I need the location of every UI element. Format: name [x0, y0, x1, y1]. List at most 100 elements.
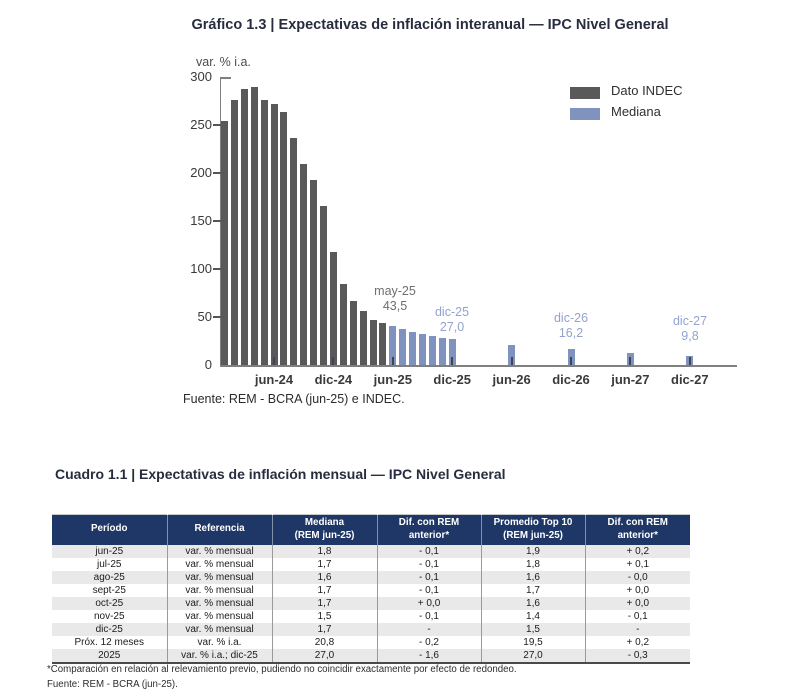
y-tick-label: 300 [190, 69, 212, 84]
table-cell: - 1,6 [376, 648, 481, 663]
inflation-bar-chart: 0 50 100 150 200 250 300 jun-24 dic-24 jun-25 dic-… [190, 69, 737, 387]
y-tick-label: 50 [197, 309, 212, 324]
indec-bar [270, 104, 278, 365]
table-cell: - 0,1 [584, 609, 690, 623]
chart-annotation-may-25: may-25 43,5 [374, 284, 416, 314]
indec-bar [339, 283, 347, 365]
table-cell: - 0,0 [584, 570, 690, 584]
table-row: Próx. 12 meses var. % i.a. 20,8- 0,2 19,5 + … [52, 635, 690, 649]
indec-bar [359, 311, 367, 365]
indec-bar [290, 137, 298, 365]
table-row: dic-25 var. % mensual 1,7-1,5- [52, 622, 690, 636]
annotation-line: dic-27 [672, 314, 708, 328]
indec-bar [240, 88, 248, 365]
table-cell: var. % i.a.; dic-25 [166, 648, 272, 663]
y-tick-mark [213, 220, 222, 222]
table-cell: var. % mensual [166, 557, 272, 571]
table-cell: ago-25 [52, 570, 167, 584]
table-cell: jun-25 [52, 544, 167, 558]
table-cell: 27,0 [480, 648, 585, 663]
x-tick-label: dic-27 [671, 372, 709, 387]
indec-bar [280, 112, 288, 365]
table-cell: 1,7 [271, 596, 377, 610]
table-cell: 20,8 [271, 635, 377, 649]
table-cell: 1,8 [271, 544, 377, 558]
mediana-bar [428, 336, 436, 365]
table-cell: 19,5 [480, 635, 585, 649]
x-axis-line [220, 365, 737, 367]
mediana-bar [448, 339, 456, 365]
annotation-line: 27,0 [439, 320, 465, 334]
table-cell: 1,7 [271, 622, 377, 636]
x-tick-mark [332, 357, 335, 365]
x-tick-label: dic-26 [552, 372, 590, 387]
annotation-line: 16,2 [558, 326, 584, 340]
column-header: Dif. con REM anterior* [376, 514, 481, 545]
table-cell: - 0,2 [376, 635, 481, 649]
table-cell: + 0,0 [584, 596, 690, 610]
table-cell: 1,7 [271, 557, 377, 571]
table-cell: 2025 [52, 648, 167, 663]
table-cell: - [376, 622, 481, 636]
y-tick-mark [213, 172, 222, 174]
table-row: jul-25 var. % mensual 1,7- 0,1 1,8 + 0,1 [52, 557, 690, 571]
table-cell: var. % mensual [166, 596, 272, 610]
table-cell: + 0,0 [376, 596, 481, 610]
table-cell: 1,6 [480, 596, 585, 610]
mediana-bar [399, 329, 407, 365]
x-tick-label: jun-27 [611, 372, 650, 387]
table-cell: 1,5 [271, 609, 377, 623]
y-tick-label: 100 [190, 261, 212, 276]
table-cell: oct-25 [52, 596, 167, 610]
legend-label: Dato INDEC [611, 83, 683, 98]
table-cell: 1,5 [480, 622, 585, 636]
chart-annotation-dic-26: dic-26 16,2 [554, 311, 588, 341]
table-cell: var. % mensual [166, 570, 272, 584]
table-cell: var. % mensual [166, 583, 272, 597]
x-tick-label: jun-24 [254, 372, 294, 387]
x-tick-mark [629, 357, 632, 365]
mediana-bar [438, 337, 446, 365]
y-tick-label: 150 [190, 213, 212, 228]
x-tick-label: dic-24 [314, 372, 353, 387]
table-cell: var. % mensual [166, 544, 272, 558]
x-tick-mark [510, 357, 513, 365]
x-tick-label: jun-25 [373, 372, 412, 387]
table-row: nov-25 var. % mensual 1,5- 0,1 1,4- 0,1 [52, 609, 690, 623]
column-header: Promedio Top 10 (REM jun-25) [480, 514, 585, 545]
table-cell: + 0,2 [584, 635, 690, 649]
chart-title: Gráfico 1.3 | Expectativas de inflación … [191, 17, 669, 33]
y-tick-label: 0 [204, 357, 212, 372]
table-row: oct-25 var. % mensual 1,7 + 0,0 1,6 + 0,0 [52, 596, 690, 610]
table-cell: - 0,1 [376, 609, 481, 623]
table-cell: jul-25 [97, 558, 122, 570]
y-tick-mark [213, 124, 222, 126]
mediana-bar [409, 331, 417, 365]
y-axis-unit-label: var. % i.a. [196, 55, 251, 69]
table-row: ago-25 var. % mensual 1,6- 0,1 1,6- 0,0 [52, 570, 690, 584]
table-cell: var. % i.a. [166, 635, 272, 649]
table-cell: + 0,0 [584, 583, 690, 597]
table-row: 2025 var. % i.a.; dic-25 27,0- 1,6 27,0- 0,… [52, 648, 690, 663]
indec-bar [221, 120, 228, 365]
annotation-line: dic-26 [553, 311, 589, 325]
table-body: jun-25 var. % mensual 1,8- 0,1 1,9 + 0,2 jul-… [52, 544, 690, 663]
x-tick-mark [273, 357, 275, 365]
mediana-bar [508, 344, 516, 365]
table-cell: 1,9 [480, 544, 585, 558]
table-cell: var. % mensual [166, 609, 272, 623]
table-cell: 1,4 [480, 609, 585, 623]
table-cell: 27,0 [271, 648, 377, 663]
legend-swatch-mediana [570, 107, 600, 120]
x-tick-label: dic-25 [433, 372, 471, 387]
y-tick-mark [213, 316, 222, 318]
indec-bar [320, 205, 327, 365]
table-cell: - 0,1 [376, 570, 481, 584]
table-cell: nov-25 [93, 610, 125, 622]
y-tick-label: 200 [190, 165, 212, 180]
table-cell: - 0,1 [376, 583, 481, 597]
x-tick-mark [451, 357, 454, 365]
table-title: Cuadro 1.1 | Expectativas de inflación m… [55, 466, 506, 482]
chart-annotation-dic-25: dic-25 27,0 [435, 305, 469, 335]
